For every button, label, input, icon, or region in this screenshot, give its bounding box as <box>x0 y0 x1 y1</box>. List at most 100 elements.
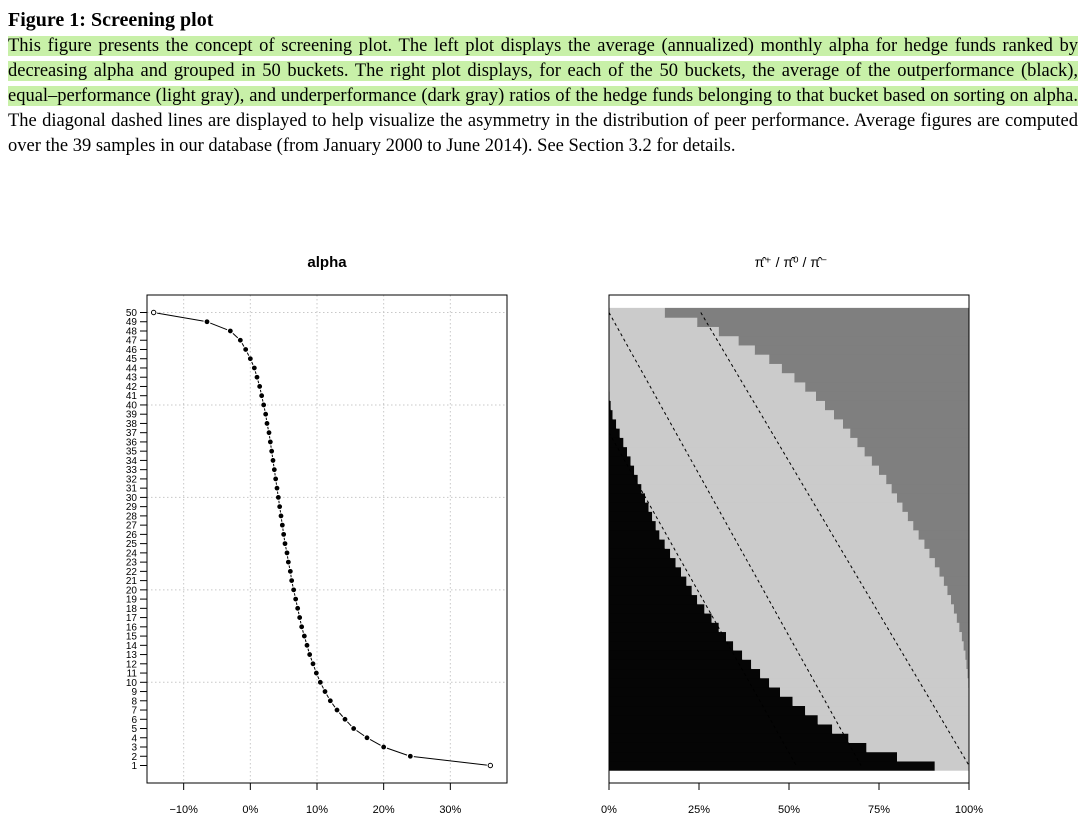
underperformance-bar <box>805 381 969 392</box>
alpha-point <box>278 513 284 519</box>
equal-performance-bar <box>792 696 969 707</box>
alpha-point <box>274 485 280 491</box>
y-tick-label: 5 <box>131 724 137 735</box>
equal-performance-bar <box>616 418 843 429</box>
alpha-point <box>289 578 295 584</box>
outperformance-bar <box>609 474 638 485</box>
outperformance-bar <box>609 640 734 651</box>
underperformance-bar <box>871 455 969 466</box>
equal-performance-bar <box>664 539 925 549</box>
underperformance-bar <box>947 585 969 596</box>
alpha-point <box>264 421 270 426</box>
equal-performance-bar <box>609 335 739 346</box>
equal-performance-bar <box>697 594 951 605</box>
y-tick-label: 19 <box>126 595 138 606</box>
outperformance-bar <box>609 437 624 448</box>
equal-performance-bar <box>670 548 930 559</box>
underperformance-bar <box>966 659 969 670</box>
alpha-segment <box>261 399 264 402</box>
outperformance-bar <box>609 585 692 596</box>
equal-performance-bar <box>659 529 919 540</box>
underperformance-bar <box>897 492 969 503</box>
equal-performance-bar <box>634 465 879 475</box>
alpha-point <box>261 402 267 408</box>
underperformance-bar <box>967 668 969 679</box>
equal-performance-bar <box>609 344 755 355</box>
y-tick-label: 22 <box>126 567 138 578</box>
equal-performance-bar <box>691 585 948 596</box>
underperformance-bar <box>951 594 969 605</box>
y-tick-label: 46 <box>126 345 138 356</box>
y-tick-label: 32 <box>126 474 138 485</box>
underperformance-bar <box>718 326 969 337</box>
equal-performance-bar <box>612 409 834 420</box>
y-tick-label: 43 <box>126 373 138 384</box>
alpha-point <box>279 522 285 528</box>
equal-performance-bar <box>637 474 887 485</box>
underperformance-bar <box>953 603 969 614</box>
alpha-segment <box>326 694 330 699</box>
outperformance-bar <box>609 511 653 522</box>
alpha-segment <box>210 322 228 331</box>
y-tick-label: 49 <box>126 317 138 328</box>
alpha-point <box>297 615 303 620</box>
alpha-segment <box>347 721 352 727</box>
alpha-point <box>293 596 299 602</box>
equal-performance-bar <box>817 714 969 725</box>
alpha-segment <box>157 312 204 322</box>
y-tick-label: 42 <box>126 382 138 393</box>
alpha-point <box>307 652 313 657</box>
y-tick-label: 1 <box>131 761 137 772</box>
underperformance-bar <box>959 622 969 633</box>
outperformance-bar <box>609 668 761 679</box>
alpha-point <box>266 430 272 436</box>
equal-performance-bar <box>645 492 897 503</box>
figure-title: Screening plot <box>90 9 214 31</box>
underperformance-bar <box>794 372 969 383</box>
underperformance-bar <box>781 363 969 374</box>
x-tick-label: 10% <box>306 804 328 816</box>
equal-performance-bar <box>742 649 966 660</box>
equal-performance-bar <box>609 363 782 374</box>
figure-caption-text: This figure presents the concept of scre… <box>8 34 1078 159</box>
alpha-segment <box>288 565 291 569</box>
y-tick-label: 34 <box>126 456 138 467</box>
alpha-segment <box>257 380 260 384</box>
alpha-point <box>313 670 319 676</box>
alpha-segment <box>356 730 365 737</box>
alpha-segment <box>302 630 304 633</box>
diagonal-dashed-line <box>608 312 862 766</box>
y-tick-label: 4 <box>131 733 137 744</box>
alpha-segment <box>313 666 316 670</box>
y-tick-label: 10 <box>126 678 138 689</box>
equal-performance-bar <box>675 557 935 568</box>
x-tick-label: −10% <box>169 804 198 816</box>
equal-performance-bar <box>704 603 954 614</box>
alpha-point <box>270 458 276 463</box>
alpha-segment <box>232 332 239 339</box>
equal-performance-bar <box>609 354 770 364</box>
equal-performance-bar <box>848 733 969 743</box>
equal-performance-bar <box>623 437 858 448</box>
y-tick-label: 6 <box>131 715 137 726</box>
underperformance-bar <box>769 354 969 364</box>
plot-frame <box>146 294 508 784</box>
underperformance-bar <box>664 307 969 318</box>
alpha-point <box>281 531 287 537</box>
alpha-point <box>381 744 387 750</box>
equal-performance-bar <box>769 677 969 688</box>
outperformance-bar <box>609 714 818 725</box>
alpha-point <box>334 707 340 713</box>
alpha-segment <box>297 611 300 615</box>
outperformance-bar <box>609 631 726 642</box>
equal-performance-bar <box>630 455 872 466</box>
equal-performance-bar <box>733 640 964 651</box>
alpha-point <box>317 679 323 685</box>
equal-performance-bar <box>648 502 903 512</box>
equal-performance-bar <box>641 483 892 494</box>
underperformance-bar <box>754 344 969 355</box>
equal-performance-bar <box>681 566 940 577</box>
alpha-point <box>295 605 301 611</box>
highlighted-caption-text: This figure presents the concept of scre… <box>8 36 1078 106</box>
outperformance-bar <box>609 594 698 605</box>
